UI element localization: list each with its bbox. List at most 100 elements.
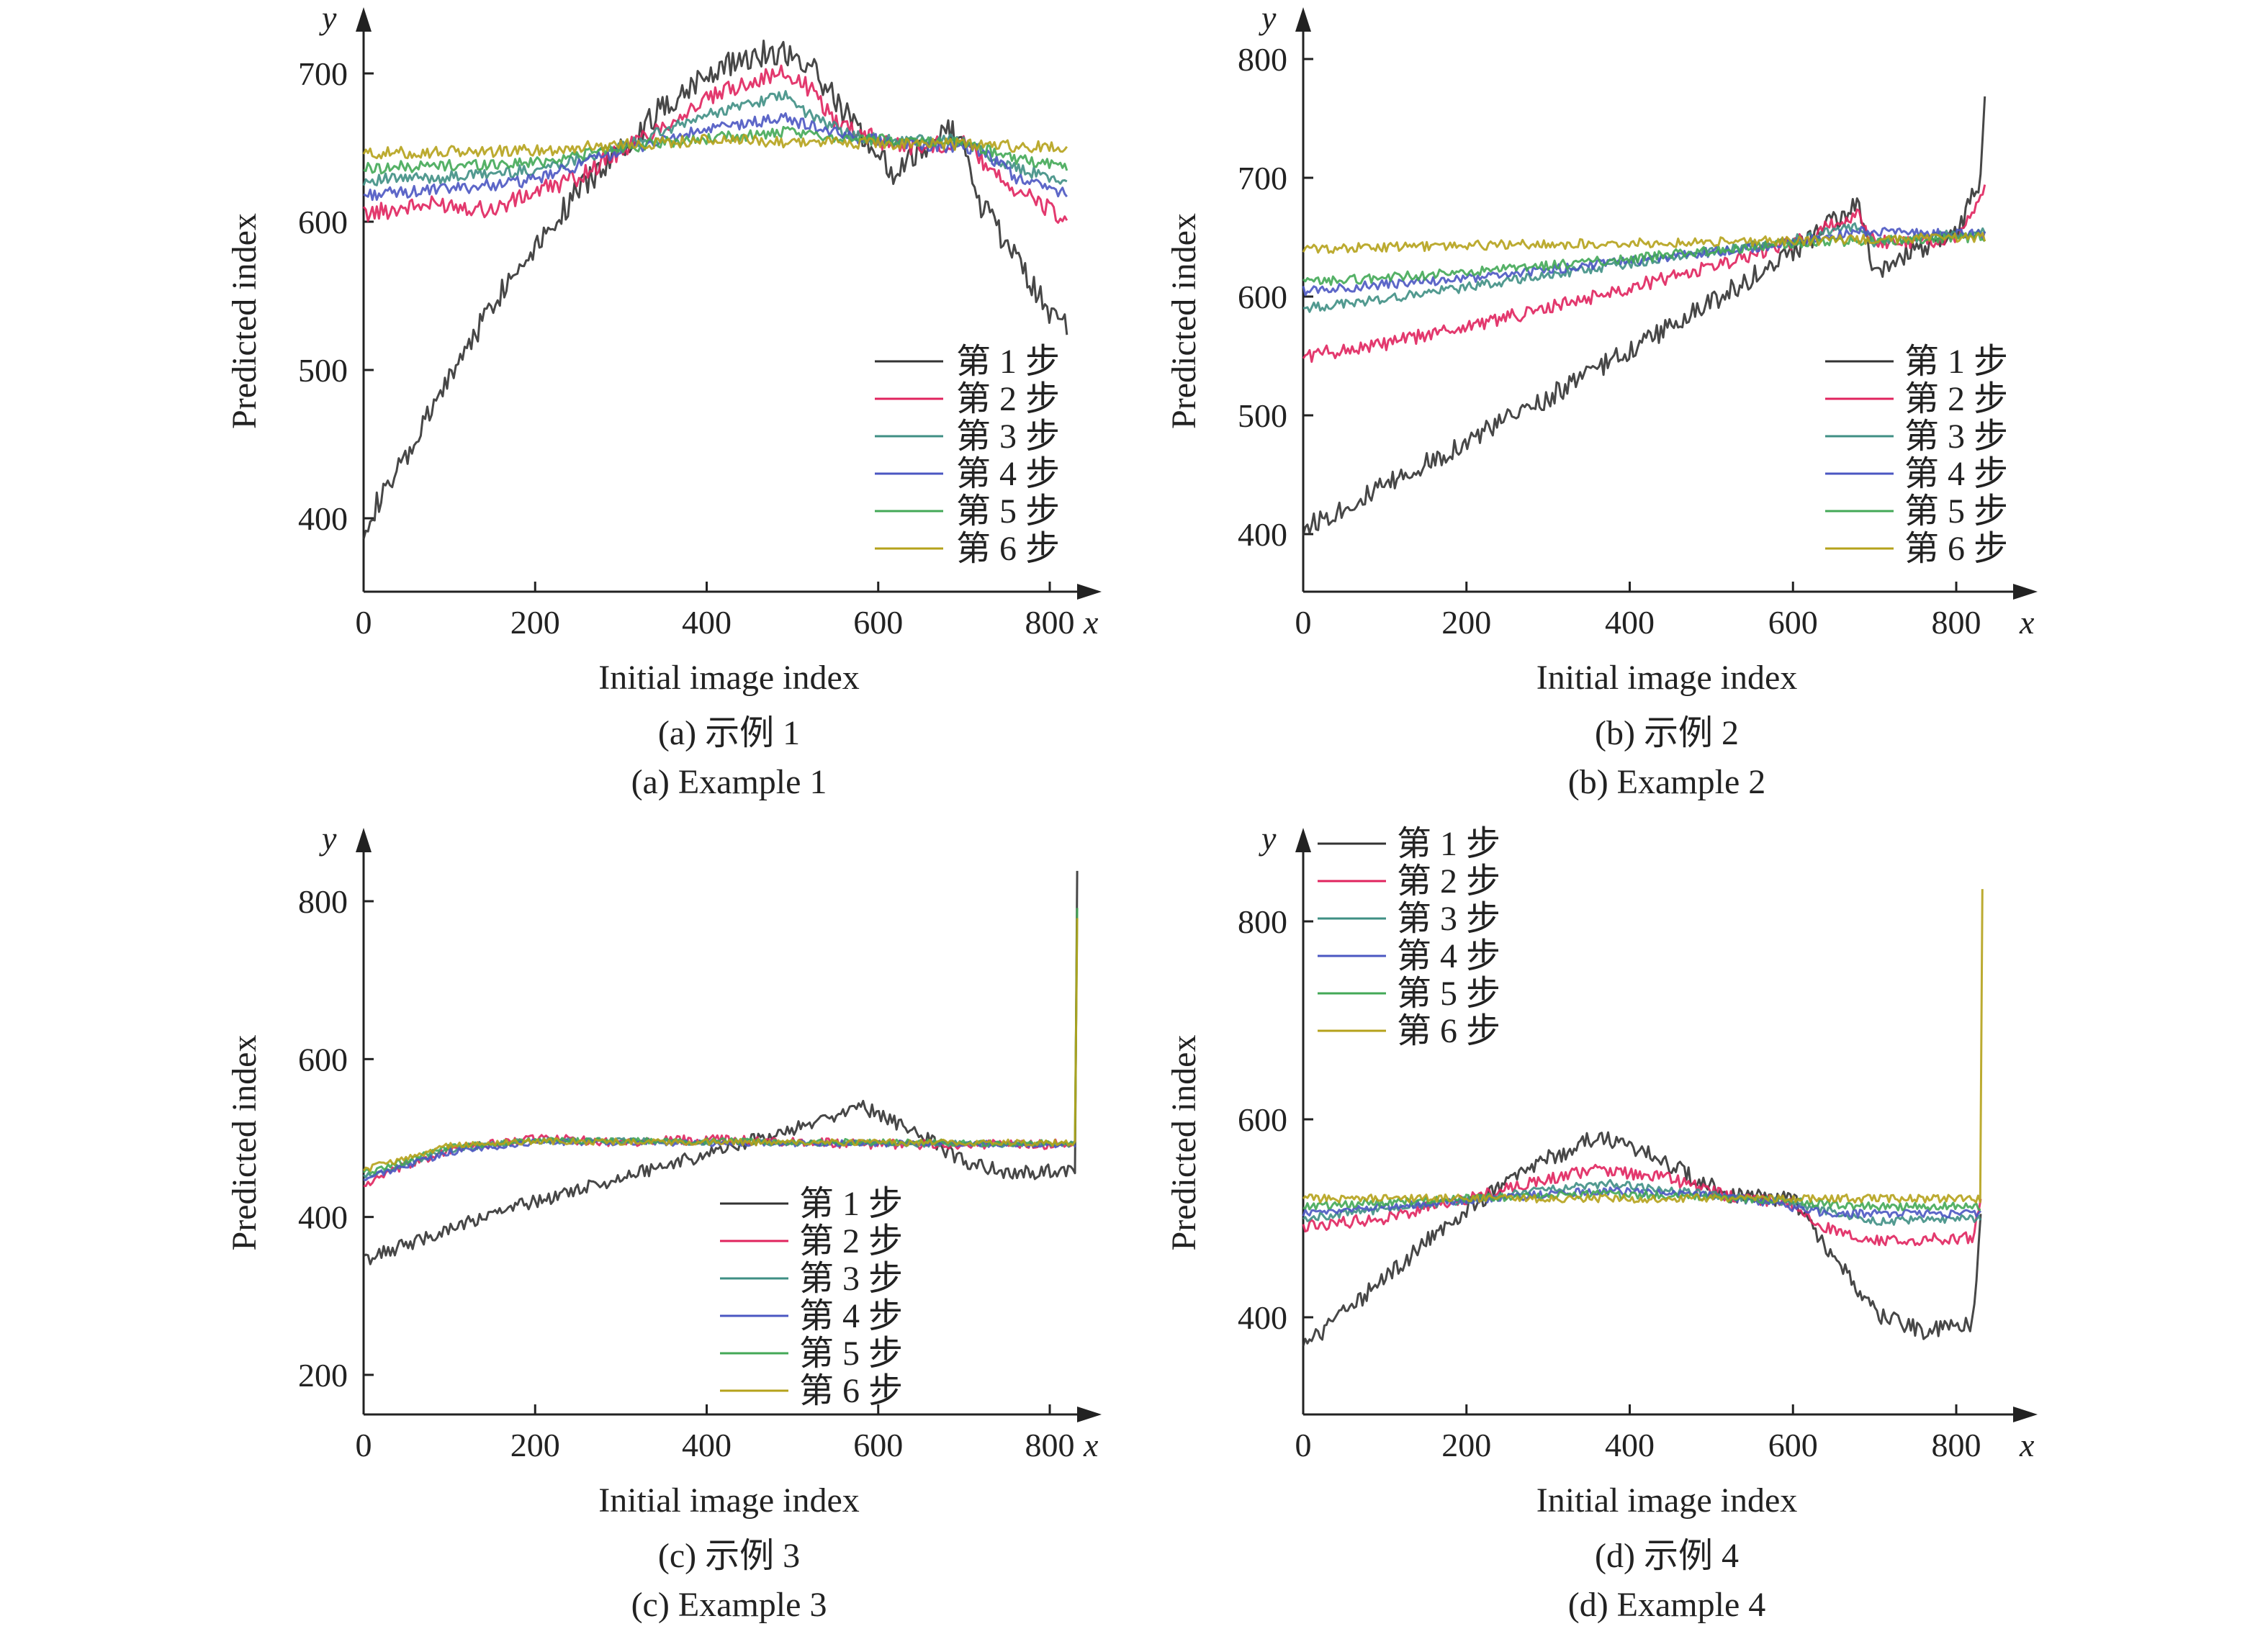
legend-label: 第 5 步 [1397,975,1500,1013]
x-axis-symbol: x [1083,1427,1099,1463]
series-line [1302,96,1986,536]
plot-area [362,40,1068,540]
legend-label: 第 6 步 [1397,1012,1500,1050]
legend-label: 第 6 步 [956,530,1060,568]
x-axis-symbol: x [2019,1427,2035,1463]
y-axis-arrow-icon [356,7,372,32]
legend-label: 第 1 步 [956,343,1060,381]
series-line [1302,1189,1981,1211]
x-tick-label: 400 [1605,604,1655,641]
legend: 第 1 步第 2 步第 3 步第 4 步第 5 步第 6 步 [875,343,1060,568]
y-tick-label: 500 [1238,397,1287,434]
y-tick-label: 800 [1238,903,1287,940]
caption-en: (c) Example 3 [631,1586,827,1624]
x-tick-label: 0 [1295,604,1312,641]
y-tick-label: 800 [1238,41,1287,78]
x-axis-title: Initial image index [598,659,860,697]
x-tick-label: 400 [682,1427,732,1463]
y-tick-label: 400 [1238,1299,1287,1336]
x-axis-arrow-icon [1077,1407,1102,1422]
legend-label: 第 3 步 [1904,417,2008,456]
legend-label: 第 3 步 [956,417,1060,456]
y-tick-label: 600 [298,204,348,240]
y-tick-label: 600 [1238,1101,1287,1138]
legend-label: 第 4 步 [1397,937,1500,975]
legend-label: 第 1 步 [1904,343,2008,381]
legend-label: 第 5 步 [956,492,1060,531]
legend-label: 第 5 步 [799,1335,903,1373]
x-tick-label: 800 [1932,604,1981,641]
series-line [362,64,1068,224]
legend-label: 第 2 步 [956,380,1060,418]
y-axis-title: Predicted index [225,1035,264,1251]
x-tick-label: 200 [1441,604,1491,641]
legend-label: 第 2 步 [1904,380,2008,418]
x-tick-label: 200 [510,1427,560,1463]
legend-label: 第 5 步 [1904,492,2008,531]
x-tick-label: 400 [682,604,732,641]
x-tick-label: 600 [853,1427,903,1463]
series-line [362,918,1079,1172]
x-tick-label: 200 [1441,1427,1491,1463]
y-tick-label: 400 [298,500,348,537]
series-line [363,870,1079,1265]
legend: 第 1 步第 2 步第 3 步第 4 步第 5 步第 6 步 [1825,343,2008,568]
series-line [362,908,1079,1175]
legend-label: 第 6 步 [799,1372,903,1410]
legend: 第 1 步第 2 步第 3 步第 4 步第 5 步第 6 步 [720,1185,903,1410]
caption-cn: (d) 示例 4 [1595,1537,1739,1575]
legend: 第 1 步第 2 步第 3 步第 4 步第 5 步第 6 步 [1318,825,1500,1050]
y-tick-label: 600 [1238,279,1287,315]
y-axis-arrow-icon [1295,828,1311,852]
x-tick-label: 600 [853,604,903,641]
y-axis-symbol: y [1259,0,1277,36]
x-tick-label: 600 [1768,1427,1818,1463]
caption-cn: (c) 示例 3 [658,1537,800,1575]
y-axis-title: Predicted index [225,213,264,429]
caption-en: (a) Example 1 [631,763,827,801]
x-tick-label: 800 [1932,1427,1981,1463]
x-tick-label: 800 [1025,604,1075,641]
series-line [1302,222,1986,313]
x-axis-title: Initial image index [1536,1481,1798,1520]
series-line [1302,184,1986,364]
y-tick-label: 700 [298,55,348,92]
panel-4: x y 0 200 400 600 800 400 600 800 Initial image in… [1165,820,2038,1624]
x-axis-arrow-icon [2013,1407,2038,1422]
x-tick-label: 800 [1025,1427,1075,1463]
caption-en: (d) Example 4 [1568,1586,1766,1624]
y-tick-label: 500 [298,352,348,389]
legend-label: 第 3 步 [799,1260,903,1298]
y-axis-symbol: y [319,0,337,36]
x-axis-symbol: x [1083,604,1099,641]
series-line [1302,889,1984,1204]
y-axis-symbol: y [319,820,337,857]
y-tick-label: 400 [298,1199,348,1236]
caption-cn: (a) 示例 1 [658,714,800,752]
legend-label: 第 3 步 [1397,900,1500,938]
y-tick-label: 700 [1238,160,1287,197]
plot-area [1302,96,1986,536]
y-tick-label: 200 [298,1357,348,1394]
series-line [1302,1163,1982,1247]
y-axis-arrow-icon [1295,7,1311,32]
x-tick-label: 0 [356,604,372,641]
y-axis-symbol: y [1259,820,1277,857]
panel-1: x y 0 200 400 600 800 400 500 600 700 Initial image… [225,0,1102,801]
y-axis-title: Predicted index [1165,1035,1203,1251]
panel-2: x y 0 200 400 600 800 400 500 600 700 800 Initial im… [1165,0,2038,801]
series-line [362,133,1068,160]
x-tick-label: 600 [1768,604,1818,641]
plot-area [1302,889,1984,1347]
x-axis-title: Initial image index [598,1481,860,1520]
x-tick-label: 400 [1605,1427,1655,1463]
legend-label: 第 2 步 [1397,862,1500,900]
y-tick-label: 400 [1238,516,1287,553]
series-line [1302,232,1986,254]
x-axis-symbol: x [2019,604,2035,641]
caption-en: (b) Example 2 [1568,763,1766,801]
series-line [363,112,1068,202]
series-line [1302,1186,1982,1219]
